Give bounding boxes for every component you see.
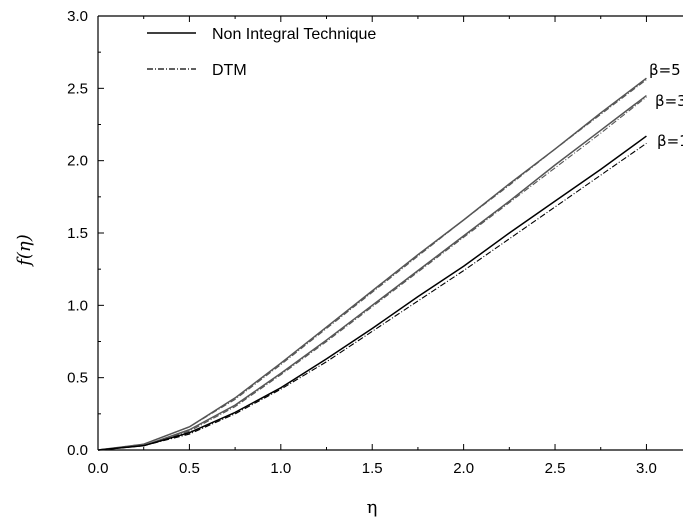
series-line-beta-5-dtm <box>97 79 647 451</box>
legend: Non Integral Technique DTM <box>147 26 376 79</box>
x-tick-labels: 0.0 0.5 1.0 1.5 2.0 2.5 3.0 <box>88 460 657 477</box>
plot-frame <box>97 15 683 451</box>
annotation-beta-5: β=5 <box>649 61 681 79</box>
y-tick-label: 0.5 <box>67 370 88 387</box>
x-tick-label: 1.5 <box>362 460 383 477</box>
y-tick-label: 2.5 <box>67 80 88 97</box>
x-axis-title: η <box>367 497 378 518</box>
y-tick-label: 1.0 <box>67 297 88 314</box>
series-line-beta-3-non-integral <box>97 94 647 451</box>
x-tick-label: 1.0 <box>270 460 291 477</box>
x-tick-label: 2.0 <box>453 460 474 477</box>
y-tick-label: 2.0 <box>67 153 88 170</box>
legend-label-dtm: DTM <box>212 62 247 79</box>
y-tick-label: 3.0 <box>67 8 88 25</box>
series-line-beta-3-dtm <box>97 96 647 451</box>
x-tick-label: 2.5 <box>545 460 566 477</box>
series-line-beta-5-non-integral <box>97 77 647 451</box>
annotation-beta-1: β=1 <box>657 132 683 150</box>
annotation-beta-3: β=3 <box>655 92 683 110</box>
y-axis-title: f(η) <box>14 234 35 268</box>
y-tick-labels: 0.0 0.5 1.0 1.5 2.0 2.5 3.0 <box>67 8 88 459</box>
series-line-beta-1-non-integral <box>97 135 647 451</box>
y-tick-label: 0.0 <box>67 442 88 459</box>
y-tick-label: 1.5 <box>67 225 88 242</box>
x-tick-label: 0.0 <box>88 460 109 477</box>
axis-ticks <box>97 15 647 451</box>
x-tick-label: 3.0 <box>636 460 657 477</box>
series-lines <box>97 77 647 451</box>
x-tick-label: 0.5 <box>179 460 200 477</box>
legend-label-non-integral: Non Integral Technique <box>212 26 376 43</box>
series-line-beta-1-dtm <box>97 142 647 451</box>
